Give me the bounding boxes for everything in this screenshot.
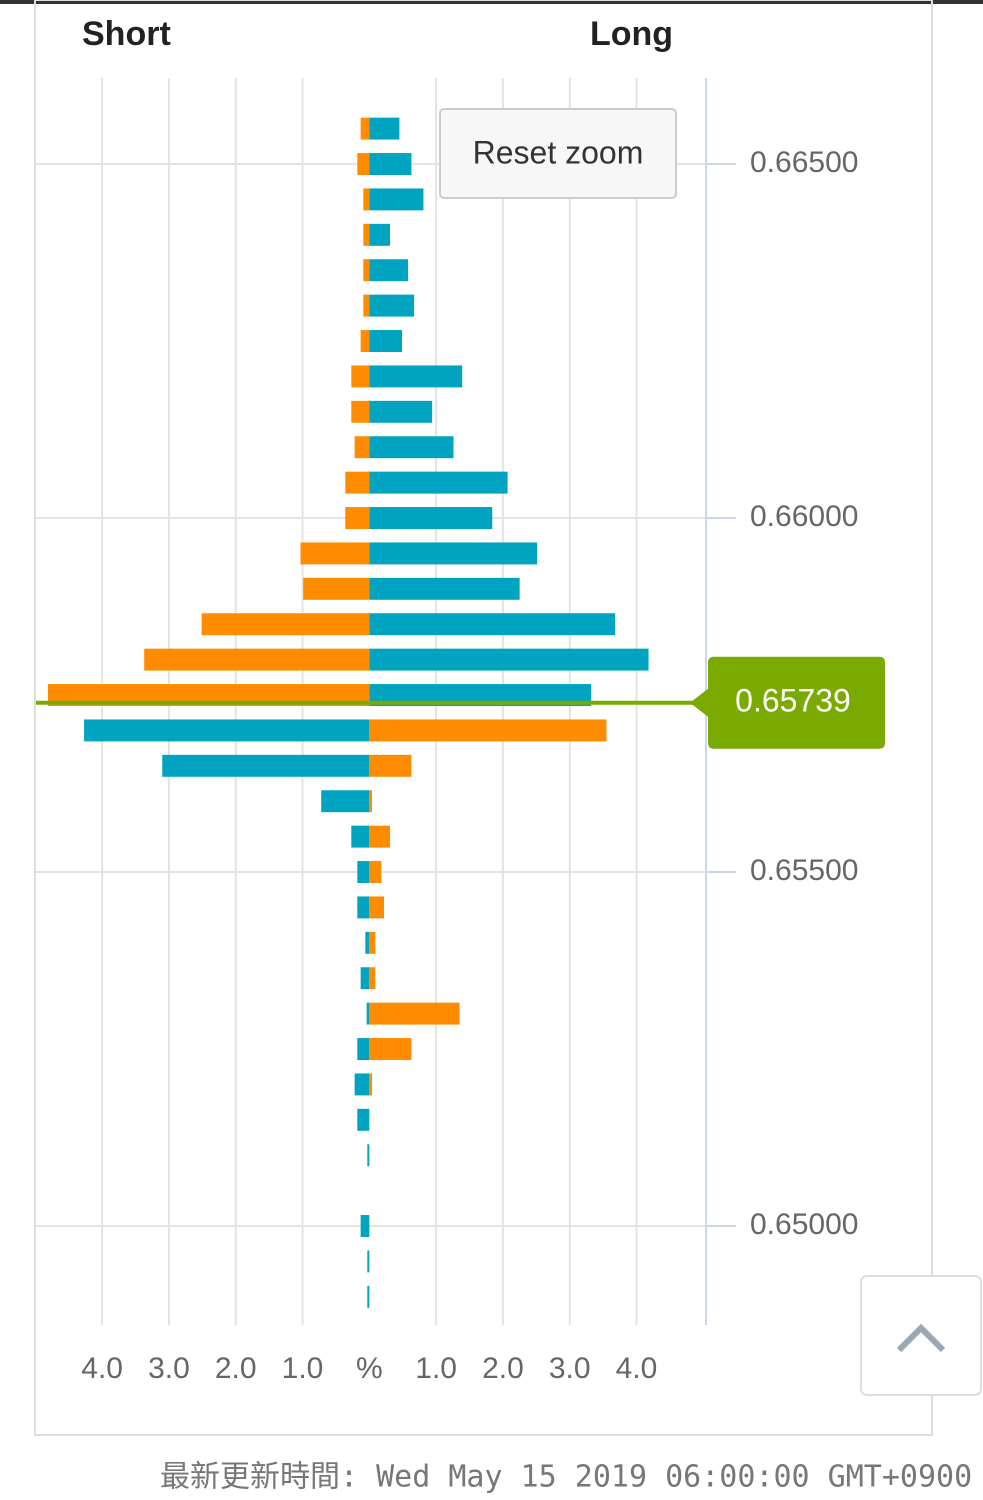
bar (357, 896, 370, 919)
bar (363, 294, 370, 317)
bar (369, 542, 537, 565)
bar (369, 719, 607, 742)
bar (351, 825, 370, 848)
x-tick-label: 3.0 (549, 1352, 591, 1385)
chevron[interactable] (896, 1323, 946, 1353)
y-tick-label: 0.66500 (750, 146, 858, 179)
bar (354, 1073, 370, 1096)
bar (360, 967, 370, 990)
bar (369, 684, 592, 706)
bar (369, 294, 415, 317)
bar (48, 684, 370, 706)
bar (369, 259, 409, 282)
bar (369, 330, 403, 352)
bar (369, 1002, 460, 1025)
bar (369, 790, 373, 813)
bar (369, 436, 454, 459)
bar (369, 365, 463, 388)
bar (369, 223, 391, 246)
bar (369, 471, 508, 494)
bar (360, 330, 370, 352)
scroll-top-button[interactable] (860, 1275, 982, 1396)
x-tick-label: 1.0 (415, 1352, 457, 1385)
bar (144, 648, 370, 671)
reset-zoom-button[interactable]: Reset zoom (439, 108, 677, 199)
bar (363, 259, 370, 282)
bar (369, 1073, 373, 1096)
bar (345, 471, 370, 494)
button-label[interactable]: Reset zoom (473, 134, 644, 170)
current-price-box (690, 656, 885, 749)
bar (357, 1038, 370, 1060)
bar (360, 117, 370, 140)
bar (369, 117, 400, 140)
scroll-top-bg[interactable] (860, 1275, 982, 1396)
bar (369, 507, 493, 529)
bar (357, 861, 370, 883)
y-tick-label: 0.66000 (750, 500, 858, 533)
bar (369, 861, 382, 883)
y-tick-label: 0.65000 (750, 1208, 858, 1241)
bar (369, 896, 385, 919)
panel (34, 0, 933, 1436)
bar (369, 931, 376, 954)
bar (360, 1215, 370, 1237)
bar (369, 577, 520, 600)
bar (354, 436, 370, 459)
bar (369, 188, 424, 211)
button-bg[interactable] (439, 108, 677, 199)
footer: 最新更新時間: Wed May 15 2019 06:00:00 GMT+090… (160, 1460, 972, 1495)
bar (162, 754, 370, 777)
bar (369, 1038, 412, 1060)
bar (351, 400, 370, 423)
bar (367, 1144, 370, 1167)
bar (369, 754, 412, 777)
short-header: Short (82, 15, 171, 53)
bar (369, 613, 616, 636)
bar (201, 613, 370, 636)
bar (367, 1250, 370, 1273)
x-tick-label: 2.0 (482, 1352, 524, 1385)
bar (363, 223, 370, 246)
x-tick-label: 1.0 (282, 1352, 324, 1385)
x-tick-label: 2.0 (215, 1352, 257, 1385)
top-border (0, 0, 983, 4)
bar (369, 153, 412, 175)
y-tick-label: 0.65500 (750, 854, 858, 887)
x-tick-label: 3.0 (148, 1352, 190, 1385)
bar (345, 507, 370, 529)
bar (300, 542, 370, 565)
bar (366, 1002, 370, 1025)
bar (369, 648, 649, 671)
bar (84, 719, 370, 742)
bar (357, 1108, 370, 1131)
bar (369, 400, 433, 423)
x-tick-label: 4.0 (81, 1352, 123, 1385)
long-header: Long (590, 15, 673, 53)
bar (357, 153, 370, 175)
x-tick-label: 4.0 (616, 1352, 658, 1385)
bar (369, 825, 391, 848)
x-tick-label: % (356, 1352, 383, 1385)
bar (351, 365, 370, 388)
bar (321, 790, 370, 813)
bar (369, 967, 376, 990)
bar (303, 577, 370, 600)
current-price-label: 0.65739 (735, 682, 851, 718)
bar (363, 188, 370, 211)
bar (367, 1285, 370, 1308)
bar (365, 931, 370, 954)
